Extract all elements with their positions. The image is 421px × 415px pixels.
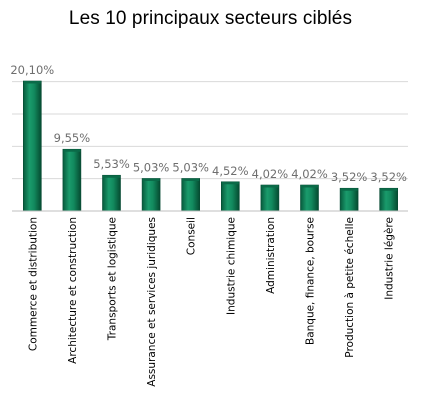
bar — [221, 181, 240, 212]
category-label: Assurance et services juridiques — [146, 217, 158, 387]
bar — [22, 80, 42, 212]
data-label: 5,53% — [93, 157, 130, 171]
category-label: Architecture et construction — [67, 217, 79, 364]
bar — [260, 184, 280, 212]
category-label: Industrie légère — [384, 217, 396, 300]
bar-top — [340, 188, 358, 191]
value-labels: 20,10%9,55%5,53% 5,03% 5,03% 4,52% 4,02% 4,02… — [10, 63, 407, 184]
bar — [339, 187, 359, 212]
bars — [22, 80, 399, 212]
category-label: Commerce et distribution — [27, 217, 39, 351]
chart-title: Les 10 principaux secteurs ciblés — [68, 8, 353, 29]
bar — [141, 178, 161, 212]
bar — [181, 178, 200, 212]
bar-top — [63, 149, 81, 152]
data-label: 5,03% — [172, 160, 209, 174]
data-label: 3,52% — [331, 170, 368, 184]
bar — [379, 187, 399, 212]
category-label: Conseil — [186, 217, 198, 255]
data-label: 4,02% — [291, 167, 328, 181]
category-label: Industrie chimique — [225, 217, 237, 315]
bar — [102, 174, 121, 212]
bar-top — [23, 81, 41, 84]
data-label: 4,02% — [252, 167, 289, 181]
category-label: Production à petite échelle — [344, 217, 356, 358]
bar-top — [380, 188, 398, 191]
data-label: 3,52% — [370, 170, 407, 184]
category-label: Banque, finance, bourse — [305, 217, 317, 345]
bar-top — [261, 185, 279, 188]
data-label: 9,55% — [54, 131, 91, 145]
category-label: Administration — [265, 217, 277, 294]
data-label: 5,03% — [133, 160, 170, 174]
category-labels: Commerce et distribution Architecture et … — [27, 217, 395, 387]
bar — [300, 184, 319, 212]
bar-top — [221, 181, 239, 185]
bar-top — [103, 175, 120, 178]
bar-top — [182, 178, 200, 181]
data-label: 20,10% — [10, 63, 54, 77]
bar-top — [142, 178, 160, 181]
bar — [62, 148, 82, 212]
bar-top — [301, 185, 318, 188]
data-label: 4,52% — [212, 164, 249, 178]
category-label: Transports et logistique — [107, 217, 119, 341]
